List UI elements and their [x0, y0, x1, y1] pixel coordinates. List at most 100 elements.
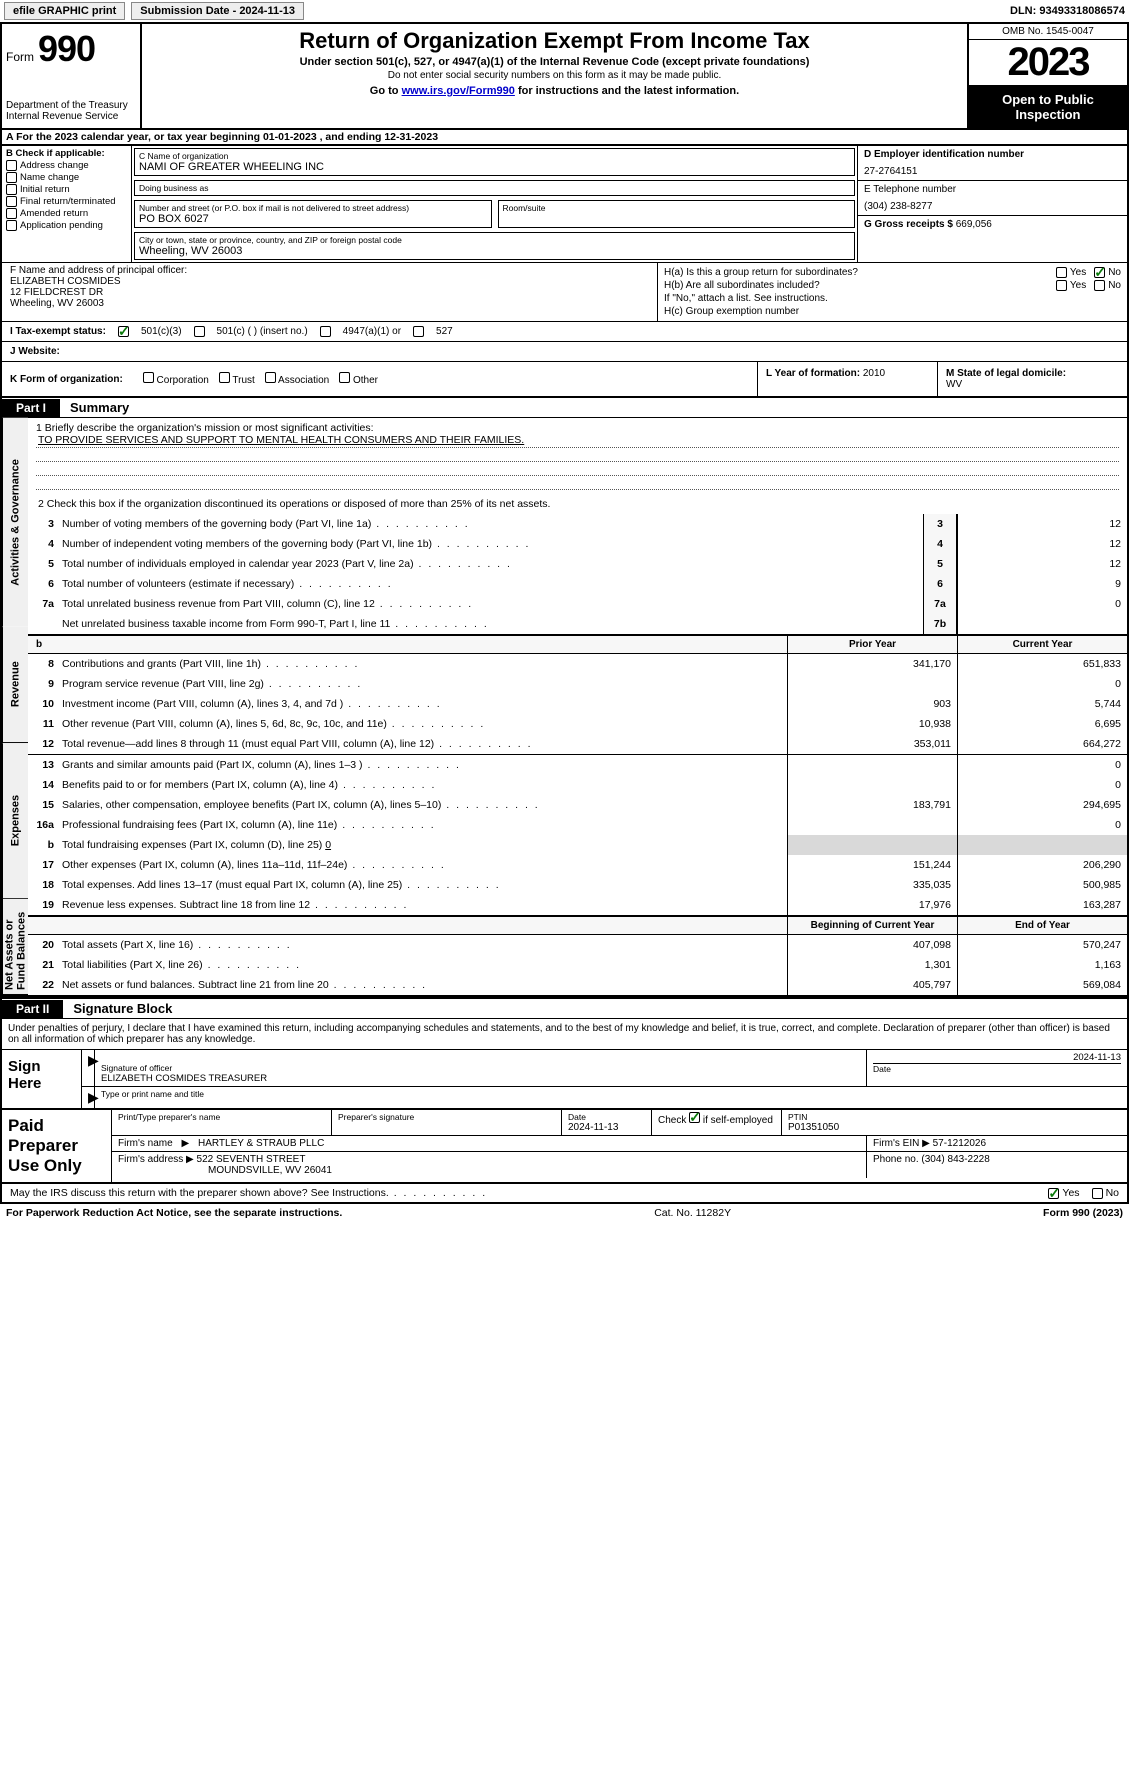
dept-treasury: Department of the Treasury	[6, 100, 136, 111]
summary-row: 14Benefits paid to or for members (Part …	[28, 775, 1127, 795]
b-checkbox[interactable]	[6, 172, 17, 183]
i-4947-checkbox[interactable]	[320, 326, 331, 337]
b-checkbox[interactable]	[6, 220, 17, 231]
form-word: Form	[6, 50, 34, 64]
discuss-yes-checkbox[interactable]	[1048, 1188, 1059, 1199]
b-check-item: Application pending	[6, 220, 127, 231]
goto-line: Go to www.irs.gov/Form990 for instructio…	[150, 85, 959, 97]
k-checkbox[interactable]	[339, 372, 350, 383]
b-checkbox[interactable]	[6, 160, 17, 171]
rev-col-header: b Prior Year Current Year	[28, 635, 1127, 654]
b-checkbox[interactable]	[6, 184, 17, 195]
summary-row: 19Revenue less expenses. Subtract line 1…	[28, 895, 1127, 915]
group-activities: 1 Briefly describe the organization's mi…	[28, 418, 1127, 635]
b-check-item: Address change	[6, 160, 127, 171]
self-employed-checkbox[interactable]	[689, 1112, 700, 1123]
col-b-checkboxes: B Check if applicable: Address changeNam…	[2, 146, 132, 262]
mission-text: TO PROVIDE SERVICES AND SUPPORT TO MENTA…	[36, 434, 1119, 448]
footer-left: For Paperwork Reduction Act Notice, see …	[6, 1207, 342, 1219]
firm-ein: 57-1212026	[933, 1138, 986, 1149]
b-check-label: Name change	[20, 172, 79, 183]
b-check-item: Initial return	[6, 184, 127, 195]
gov-row: 5Total number of individuals employed in…	[28, 554, 1127, 574]
topbar: efile GRAPHIC print Submission Date - 20…	[0, 0, 1129, 24]
officer-signature: ELIZABETH COSMIDES TREASURER	[101, 1073, 860, 1084]
phone-value: (304) 238-8277	[864, 201, 1121, 212]
hb-note: If "No," attach a list. See instructions…	[664, 293, 1121, 304]
vtab-netassets: Net Assets or Fund Balances	[2, 899, 28, 995]
group-netassets: Beginning of Current Year End of Year 20…	[28, 916, 1127, 995]
room-box: Room/suite	[498, 200, 856, 228]
org-name-box: C Name of organization NAMI OF GREATER W…	[134, 148, 855, 176]
header-title-block: Return of Organization Exempt From Incom…	[142, 24, 967, 128]
hb-no-checkbox[interactable]	[1094, 280, 1105, 291]
page-footer: For Paperwork Reduction Act Notice, see …	[0, 1204, 1129, 1222]
k-checkbox[interactable]	[143, 372, 154, 383]
cell-k: K Form of organization: Corporation Trus…	[2, 362, 757, 396]
part2-title: Signature Block	[63, 999, 182, 1018]
col-d-ein-block: D Employer identification number 27-2764…	[857, 146, 1127, 262]
gov-row: 4Number of independent voting members of…	[28, 534, 1127, 554]
firm-arrow3-icon: ▶	[186, 1154, 194, 1165]
i-501c-checkbox[interactable]	[194, 326, 205, 337]
ein-value: 27-2764151	[864, 166, 1121, 177]
efile-print-button[interactable]: efile GRAPHIC print	[4, 2, 125, 20]
open-to-public: Open to Public Inspection	[969, 86, 1127, 128]
paid-preparer-label: Paid Preparer Use Only	[2, 1110, 112, 1182]
ha-no-checkbox[interactable]	[1094, 267, 1105, 278]
ha-yes-checkbox[interactable]	[1056, 267, 1067, 278]
street-value: PO BOX 6027	[139, 213, 487, 225]
i-527-checkbox[interactable]	[413, 326, 424, 337]
tax-year: 2023	[969, 40, 1127, 86]
form-header: Form 990 Department of the Treasury Inte…	[0, 24, 1129, 130]
k-checkbox[interactable]	[219, 372, 230, 383]
form990-link[interactable]: www.irs.gov/Form990	[402, 85, 515, 97]
submission-date-button[interactable]: Submission Date - 2024-11-13	[131, 2, 304, 20]
header-right: OMB No. 1545-0047 2023 Open to Public In…	[967, 24, 1127, 128]
dln-text: DLN: 93493318086574	[1010, 5, 1125, 17]
paid-preparer-block: Paid Preparer Use Only Print/Type prepar…	[0, 1110, 1129, 1184]
line-2: 2 Check this box if the organization dis…	[28, 494, 1127, 514]
i-501c3-checkbox[interactable]	[118, 326, 129, 337]
group-revenue: b Prior Year Current Year 8Contributions…	[28, 635, 1127, 755]
firm-city: MOUNDSVILLE, WV 26041	[118, 1165, 860, 1176]
bcd-block: B Check if applicable: Address changeNam…	[0, 146, 1129, 263]
type-arrow-icon: ▶	[82, 1087, 95, 1108]
footer-right: Form 990 (2023)	[1043, 1207, 1123, 1219]
row-klm: K Form of organization: Corporation Trus…	[0, 362, 1129, 398]
summary-row: 9Program service revenue (Part VIII, lin…	[28, 674, 1127, 694]
hb-yes-checkbox[interactable]	[1056, 280, 1067, 291]
row-j-website: J Website:	[0, 342, 1129, 362]
cell-m: M State of legal domicile: WV	[937, 362, 1127, 396]
prep-date: 2024-11-13	[568, 1122, 645, 1133]
discuss-row: May the IRS discuss this return with the…	[0, 1184, 1129, 1204]
sign-here-block: Sign Here ▶ Signature of officer ELIZABE…	[0, 1049, 1129, 1110]
cell-l: L Year of formation: 2010	[757, 362, 937, 396]
summary-row: 13Grants and similar amounts paid (Part …	[28, 755, 1127, 775]
sig-arrow-icon: ▶	[82, 1050, 95, 1086]
b-checkbox[interactable]	[6, 208, 17, 219]
b-check-label: Final return/terminated	[20, 196, 116, 207]
b-label: B Check if applicable:	[6, 148, 127, 159]
k-checkbox[interactable]	[265, 372, 276, 383]
b-checkbox[interactable]	[6, 196, 17, 207]
summary-row: 22Net assets or fund balances. Subtract …	[28, 975, 1127, 995]
vtab-expenses: Expenses	[2, 743, 28, 899]
hb-label: H(b) Are all subordinates included?	[664, 280, 1048, 291]
vtab-revenue: Revenue	[2, 627, 28, 743]
gov-row: 6Total number of volunteers (estimate if…	[28, 574, 1127, 594]
gov-row: 3Number of voting members of the governi…	[28, 514, 1127, 534]
footer-cat: Cat. No. 11282Y	[342, 1207, 1043, 1219]
street-box: Number and street (or P.O. box if mail i…	[134, 200, 492, 228]
part1-tag: Part I	[2, 399, 60, 417]
firm-name: HARTLEY & STRAUB PLLC	[198, 1138, 324, 1149]
form-id-block: Form 990 Department of the Treasury Inte…	[2, 24, 142, 128]
summary-row: 11Other revenue (Part VIII, column (A), …	[28, 714, 1127, 734]
officer-name: ELIZABETH COSMIDES	[10, 276, 649, 287]
discuss-no-checkbox[interactable]	[1092, 1188, 1103, 1199]
form-number: 990	[38, 28, 95, 70]
gov-row: 7aTotal unrelated business revenue from …	[28, 594, 1127, 614]
ha-label: H(a) Is this a group return for subordin…	[664, 267, 1048, 278]
firm-arrow-icon: ▶	[181, 1138, 189, 1149]
prep-row-1: Print/Type preparer's name Preparer's si…	[112, 1110, 1127, 1136]
